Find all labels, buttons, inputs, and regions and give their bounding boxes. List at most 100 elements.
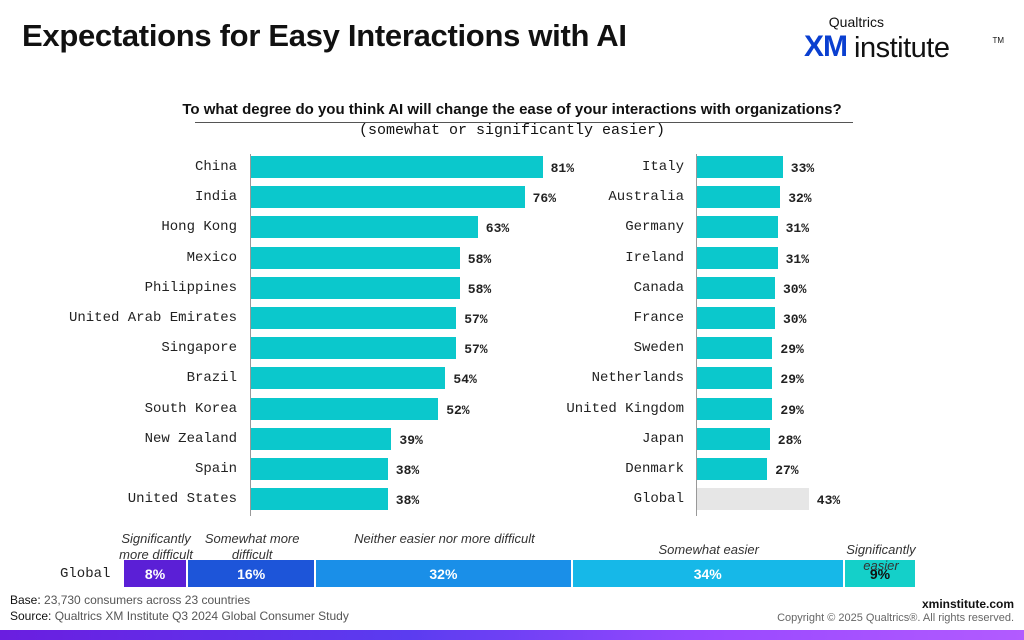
left-bar (251, 337, 457, 360)
right-bar-value-label: 29% (780, 372, 804, 388)
right-bar-value-label: 29% (780, 342, 804, 358)
right-bar-value-label: 29% (780, 402, 804, 418)
logo-institute: institute (854, 32, 950, 64)
stacked-segment: 8% (124, 560, 187, 587)
source-note: Source: Qualtrics XM Institute Q3 2024 G… (10, 609, 349, 623)
source-label: Source: (10, 609, 52, 623)
left-bar (251, 488, 388, 511)
left-bar-value-label: 54% (453, 372, 477, 388)
right-panel-axis (696, 154, 697, 517)
base-note: Base: 23,730 consumers across 23 countri… (10, 593, 250, 607)
right-category-label: Netherlands (591, 370, 684, 387)
right-category-label: Italy (641, 159, 684, 175)
qualtrics-xm-institute-logo: Qualtrics XM institute TM (804, 12, 1004, 64)
stacked-segment-header: Significantly easier (846, 542, 916, 573)
right-bar (697, 397, 773, 420)
left-category-label: Hong Kong (161, 219, 237, 236)
source-text: Qualtrics XM Institute Q3 2024 Global Co… (54, 609, 349, 623)
stacked-bar-category-label: Global (60, 566, 111, 582)
left-bar (251, 367, 446, 390)
right-bar (697, 216, 778, 239)
base-text: 23,730 consumers across 23 countries (44, 593, 251, 607)
stacked-segment-header: Somewhat easier (658, 542, 759, 557)
left-category-label: Mexico (186, 249, 237, 266)
chart-subtitle: (somewhat or significantly easier) (358, 122, 666, 139)
left-bar (251, 246, 460, 269)
right-bar-value-label: 31% (785, 251, 809, 267)
right-bar-value-label: 32% (788, 191, 812, 207)
right-category-label: France (633, 310, 684, 326)
left-category-label: Brazil (186, 370, 237, 387)
left-bar (251, 307, 457, 329)
left-category-label: United Arab Emirates (68, 310, 237, 326)
logo-tm: TM (992, 36, 1004, 45)
left-bar-value-label: 38% (395, 463, 420, 478)
left-bar-value-label: 76% (532, 191, 556, 207)
right-bar (697, 186, 781, 209)
right-bar (697, 276, 775, 299)
left-category-label: Philippines (144, 279, 237, 296)
logo-brand: Qualtrics (828, 14, 884, 30)
right-category-label: Denmark (625, 461, 684, 477)
right-category-label: Japan (641, 430, 684, 447)
right-bar (697, 337, 773, 360)
left-bar (251, 156, 543, 178)
right-bar (697, 488, 809, 511)
right-category-label: Germany (625, 219, 684, 236)
stacked-segment: 16% (188, 560, 315, 587)
stacked-segment-header: Neither easier nor more difficult (354, 531, 535, 546)
right-category-label: Global (633, 491, 684, 508)
left-bar (251, 458, 388, 480)
left-panel-axis (250, 154, 251, 517)
left-bar (251, 216, 478, 239)
logo-xm: XM (804, 30, 848, 63)
right-bar (697, 307, 775, 329)
right-category-label: Australia (608, 189, 684, 206)
right-bar-value-label: 31% (785, 221, 809, 237)
bottom-gradient-bar (0, 630, 1024, 640)
right-bar-value-label: 30% (783, 281, 807, 297)
copyright: Copyright © 2025 Qualtrics®. All rights … (777, 612, 1014, 624)
right-bar-value-label: 30% (783, 312, 807, 327)
right-category-label: Sweden (633, 340, 684, 357)
left-bar-value-label: 52% (446, 402, 470, 418)
left-bar-value-label: 63% (485, 221, 510, 237)
stacked-segment: 9% (844, 560, 915, 587)
left-bar-value-label: 58% (467, 251, 492, 267)
question-underline (195, 122, 853, 123)
stacked-segment-header: Somewhat more difficult (204, 531, 300, 562)
left-bar-value-label: 58% (467, 281, 492, 297)
left-bar-value-label: 81% (550, 161, 574, 176)
left-bar (251, 186, 525, 209)
right-bar (697, 427, 770, 450)
right-bar (697, 458, 768, 480)
right-bar (697, 367, 773, 390)
left-bar (251, 427, 392, 450)
left-bar-value-label: 39% (399, 432, 423, 448)
left-category-label: India (194, 189, 237, 206)
right-bar (697, 246, 778, 269)
left-category-label: United States (127, 491, 237, 508)
stacked-segment: 34% (572, 560, 843, 587)
left-category-label: Singapore (161, 340, 237, 357)
right-bar-value-label: 28% (777, 432, 802, 448)
stacked-segment-header: Significantly more difficult (119, 531, 193, 562)
right-category-label: United Kingdom (566, 400, 684, 417)
left-bar-value-label: 57% (464, 342, 488, 358)
right-bar-value-label: 27% (775, 463, 799, 478)
left-bar-value-label: 57% (464, 312, 488, 327)
right-category-label: Ireland (625, 249, 684, 266)
right-bar-value-label: 33% (790, 161, 815, 176)
right-bar (697, 156, 783, 178)
left-bar-value-label: 38% (395, 493, 420, 509)
right-bar-value-label: 43% (816, 493, 841, 509)
stacked-segment: 32% (316, 560, 571, 587)
page-title: Expectations for Easy Interactions with … (22, 18, 627, 53)
left-category-label: Spain (194, 461, 237, 477)
left-category-label: New Zealand (144, 430, 237, 447)
site-url: xminstitute.com (921, 597, 1014, 611)
chart-question: To what degree do you think AI will chan… (182, 101, 842, 118)
left-bar (251, 397, 439, 420)
left-bar (251, 276, 460, 299)
left-category-label: China (194, 159, 237, 175)
